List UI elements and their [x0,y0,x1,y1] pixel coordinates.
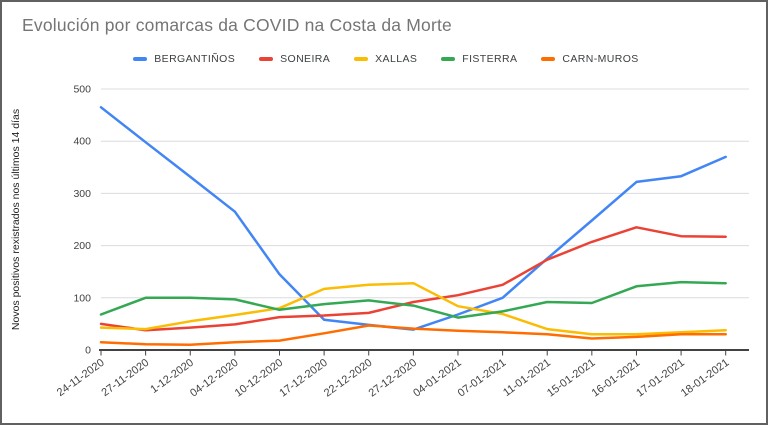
legend-item-bergantinos: BERGANTIÑOS [133,53,235,65]
x-tick-label-24-11-2020: 24-11-2020 [55,357,107,399]
x-tick-label-04-01-2021: 04-01-2021 [411,357,464,400]
x-tick-label-11-01-2021: 11-01-2021 [501,357,553,399]
x-tick-label-07-01-2021: 07-01-2021 [456,357,509,400]
x-tick-label-04-12-2020: 04-12-2020 [188,357,241,400]
legend-item-xallas: XALLAS [354,53,417,65]
series-line-carn-muros [99,324,727,347]
legend-label-fisterra: FISTERRA [462,53,518,65]
y-tick-label-100: 100 [73,292,91,304]
legend-item-soneira: SONEIRA [259,53,330,65]
legend-label-soneira: SONEIRA [280,53,331,65]
x-tick-label-27-11-2020: 27-11-2020 [99,357,151,399]
y-tick-label-500: 500 [73,84,91,96]
y-tick-label-400: 400 [73,136,91,148]
y-tick-label-0: 0 [85,345,91,357]
x-tick-label-22-12-2020: 22-12-2020 [322,357,375,400]
legend-item-fisterra: FISTERRA [441,53,517,65]
x-tick-label-17-12-2020: 17-12-2020 [277,357,330,400]
y-axis-title: Novos positivos rexistrados nos últimos … [10,109,22,330]
legend-item-carn-muros: CARN-MUROS [541,53,638,65]
y-tick-label-300: 300 [73,188,91,200]
x-tick-label-16-01-2021: 16-01-2021 [590,357,643,400]
chart-legend: BERGANTIÑOS SONEIRA XALLAS FISTERRA CARN… [2,50,766,68]
series-line-fisterra [99,280,727,319]
legend-swatch-soneira [259,57,274,61]
legend-label-xallas: XALLAS [375,53,418,65]
legend-swatch-xallas [354,57,369,61]
x-tick-label-27-12-2020: 27-12-2020 [367,357,420,400]
x-tick-label-18-01-2021: 18-01-2021 [679,357,732,400]
y-tick-label-200: 200 [73,240,91,252]
chart-title: Evolución por comarcas da COVID na Costa… [22,15,452,35]
legend-swatch-bergantinos [133,57,148,61]
x-tick-label-10-12-2020: 10-12-2020 [233,357,286,400]
x-tick-label-15-01-2021: 15-01-2021 [545,357,598,400]
series-line-xallas [99,281,727,336]
series-line-soneira [99,226,727,332]
series-line-bergantinos [99,106,727,331]
legend-swatch-carn-muros [541,57,556,61]
legend-swatch-fisterra [441,57,456,61]
x-tick-label-17-01-2021: 17-01-2021 [634,357,687,400]
legend-label-carn-muros: CARN-MUROS [562,53,639,65]
legend-label-bergantinos: BERGANTIÑOS [154,53,236,65]
